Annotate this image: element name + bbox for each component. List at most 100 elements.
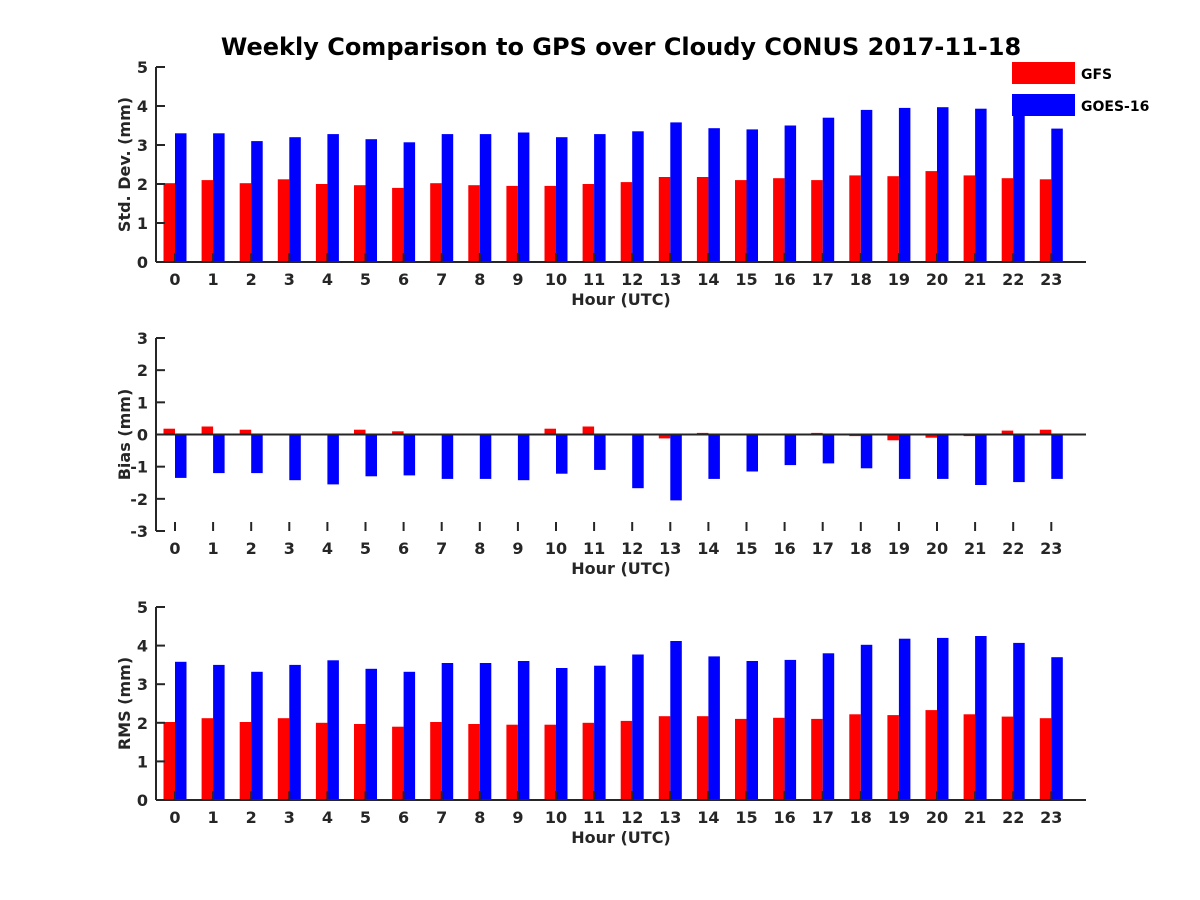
x-tick-label: 17 [812, 808, 834, 827]
x-tick-label: 16 [773, 539, 795, 558]
legend-swatch-goes-16 [1012, 94, 1075, 116]
bar-goes-16-hour-17 [822, 653, 835, 800]
x-tick-label: 14 [697, 808, 719, 827]
bar-gfs-hour-6 [392, 431, 404, 435]
bar-goes-16-hour-10 [556, 668, 568, 800]
x-tick-label: 5 [360, 539, 371, 558]
bar-gfs-hour-1 [201, 718, 214, 800]
x-tick-label: 22 [1002, 808, 1024, 827]
y-tick-label: 0 [137, 253, 148, 272]
bar-gfs-hour-22 [1001, 178, 1014, 262]
bar-goes-16-hour-15 [746, 661, 758, 800]
x-tick-label: 15 [735, 539, 757, 558]
bar-goes-16-hour-0 [175, 661, 187, 800]
x-tick-label: 4 [322, 808, 333, 827]
x-axis-label: Hour (UTC) [571, 828, 671, 847]
bar-gfs-hour-20 [925, 171, 937, 262]
bar-goes-16-hour-3 [289, 664, 301, 800]
x-tick-label: 23 [1040, 270, 1062, 289]
bar-gfs-hour-13 [658, 434, 671, 439]
bar-goes-16-hour-23 [1051, 128, 1063, 262]
bar-goes-16-hour-21 [975, 434, 987, 485]
bar-gfs-hour-9 [506, 185, 518, 262]
legend-label-gfs: GFS [1081, 67, 1112, 83]
bar-goes-16-hour-4 [327, 660, 339, 800]
bar-goes-16-hour-10 [556, 137, 568, 262]
bar-gfs-hour-11 [582, 426, 595, 435]
bar-gfs-hour-2 [239, 429, 252, 435]
bar-goes-16-hour-23 [1051, 434, 1063, 479]
x-tick-label: 8 [474, 270, 485, 289]
bar-gfs-hour-2 [239, 722, 252, 800]
x-tick-label: 8 [474, 539, 485, 558]
x-tick-label: 14 [697, 270, 719, 289]
bar-goes-16-hour-12 [632, 131, 644, 262]
bar-gfs-hour-19 [887, 176, 899, 262]
x-tick-label: 17 [812, 539, 834, 558]
x-tick-label: 6 [398, 270, 409, 289]
bar-goes-16-hour-21 [975, 636, 987, 800]
x-tick-label: 2 [246, 539, 257, 558]
x-tick-label: 10 [545, 270, 567, 289]
x-tick-label: 7 [436, 539, 447, 558]
x-tick-label: 19 [888, 808, 910, 827]
x-tick-label: 18 [850, 808, 872, 827]
legend: GFS GOES-16 [1012, 62, 1149, 116]
bar-gfs-hour-0 [163, 183, 175, 262]
x-tick-label: 15 [735, 808, 757, 827]
x-tick-label: 9 [512, 808, 523, 827]
bar-goes-16-hour-14 [708, 128, 720, 262]
bar-gfs-hour-4 [315, 184, 328, 262]
bar-goes-16-hour-11 [594, 434, 606, 470]
chart-title: Weekly Comparison to GPS over Cloudy CON… [221, 33, 1021, 61]
bar-gfs-hour-7 [430, 183, 442, 262]
x-tick-label: 4 [322, 539, 333, 558]
bar-goes-16-hour-17 [822, 117, 835, 262]
x-tick-label: 7 [436, 808, 447, 827]
bar-goes-16-hour-1 [213, 664, 225, 800]
bar-goes-16-hour-9 [517, 434, 530, 481]
bar-gfs-hour-23 [1039, 718, 1052, 800]
bar-gfs-hour-10 [544, 724, 556, 800]
y-tick-label: -2 [130, 490, 148, 509]
bar-gfs-hour-20 [925, 710, 937, 800]
bar-goes-16-hour-20 [937, 107, 949, 262]
bar-goes-16-hour-1 [213, 133, 225, 262]
bar-goes-16-hour-7 [441, 134, 454, 262]
bar-goes-16-hour-19 [898, 434, 911, 479]
bar-goes-16-hour-13 [670, 434, 682, 501]
bar-goes-16-hour-20 [937, 637, 949, 800]
x-tick-label: 15 [735, 270, 757, 289]
bar-goes-16-hour-14 [708, 434, 720, 479]
x-tick-label: 1 [208, 270, 219, 289]
bar-goes-16-hour-4 [327, 134, 339, 262]
bar-gfs-hour-15 [735, 718, 747, 800]
x-tick-label: 21 [964, 808, 986, 827]
bar-goes-16-hour-20 [937, 434, 949, 479]
bar-goes-16-hour-2 [251, 141, 263, 262]
x-tick-label: 0 [169, 808, 180, 827]
y-tick-label: 1 [137, 214, 148, 233]
x-tick-label: 18 [850, 539, 872, 558]
y-axis-label: Bias (mm) [115, 389, 134, 481]
x-tick-label: 3 [284, 539, 295, 558]
x-tick-label: 10 [545, 808, 567, 827]
x-tick-label: 10 [545, 539, 567, 558]
bar-goes-16-hour-16 [784, 434, 797, 466]
x-tick-label: 12 [621, 539, 643, 558]
bar-goes-16-hour-4 [327, 434, 339, 485]
x-tick-label: 7 [436, 270, 447, 289]
x-tick-label: 11 [583, 808, 605, 827]
y-tick-label: 0 [137, 426, 148, 445]
bar-gfs-hour-12 [620, 720, 633, 800]
bar-goes-16-hour-11 [594, 134, 606, 262]
bar-goes-16-hour-18 [860, 109, 873, 263]
bar-gfs-hour-6 [392, 187, 404, 262]
x-tick-label: 21 [964, 539, 986, 558]
bar-goes-16-hour-3 [289, 434, 301, 481]
x-tick-label: 2 [246, 270, 257, 289]
bar-gfs-hour-19 [887, 434, 899, 441]
x-tick-label: 23 [1040, 808, 1062, 827]
